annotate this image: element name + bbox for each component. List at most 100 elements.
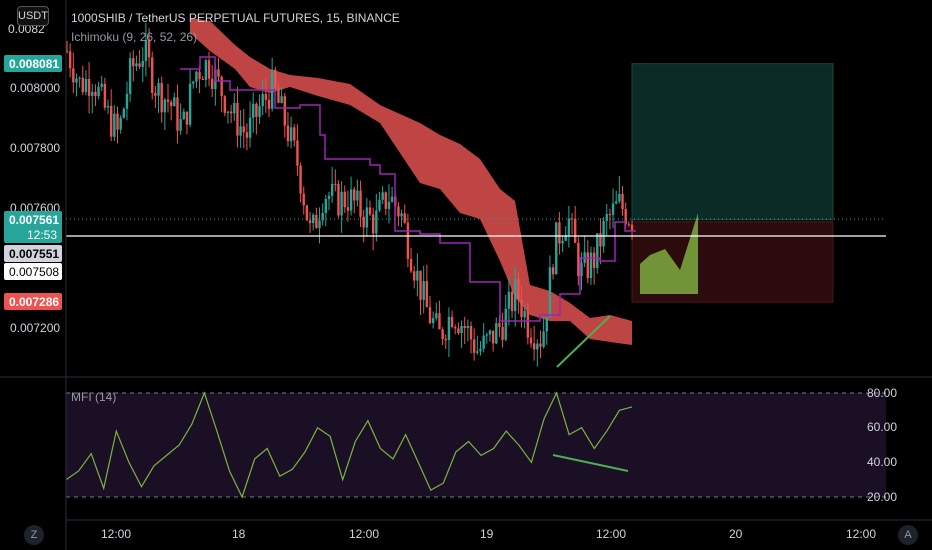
candle-body xyxy=(103,83,107,108)
candle-body xyxy=(365,207,369,228)
ichimoku-cloud xyxy=(190,18,698,345)
candle-body xyxy=(248,117,252,138)
current-price-text: 0.007561 xyxy=(9,213,59,227)
candle-body xyxy=(504,308,507,340)
candle-body xyxy=(384,192,387,209)
candle-body xyxy=(454,327,457,329)
candle-body xyxy=(97,86,100,97)
candle-body xyxy=(293,127,296,141)
candle-body xyxy=(125,93,129,109)
candle-body xyxy=(561,240,564,244)
candle-body xyxy=(441,329,444,340)
candle-body xyxy=(198,71,201,79)
candle-body xyxy=(261,93,264,107)
candle-body xyxy=(476,351,479,353)
candle-body xyxy=(602,220,605,247)
candle-body xyxy=(507,291,511,309)
ichimoku-label[interactable]: Ichimoku (9, 26, 52, 26) xyxy=(71,30,197,44)
zoom-button[interactable]: Z xyxy=(24,525,44,545)
candle-body xyxy=(359,190,362,217)
candle-body xyxy=(81,77,84,93)
candle-body xyxy=(479,348,482,352)
candle-body xyxy=(577,242,580,277)
candle-body xyxy=(157,83,160,96)
candle-body xyxy=(207,60,211,79)
candle-body xyxy=(163,99,167,113)
time-tick-3: 19 xyxy=(480,527,494,541)
candle-body xyxy=(68,51,72,69)
currency-button[interactable]: USDT xyxy=(17,6,49,26)
mfi-trendline xyxy=(552,454,629,472)
countdown-text: 12:53 xyxy=(27,228,57,242)
candle-body xyxy=(378,199,381,211)
candle-body xyxy=(113,113,116,137)
candle-body xyxy=(299,165,302,194)
candle-body xyxy=(611,203,615,215)
candle-body xyxy=(169,101,173,107)
candle-body xyxy=(368,207,372,215)
candle-body xyxy=(390,196,394,202)
candle-body xyxy=(425,281,429,308)
candle-body xyxy=(422,281,425,300)
candle-body xyxy=(608,214,612,216)
candle-body xyxy=(460,326,463,334)
mfi-tick-0: 80.00 xyxy=(867,386,897,400)
target-zone xyxy=(631,63,834,221)
auto-scale-button[interactable]: A xyxy=(898,525,918,545)
candle-body xyxy=(570,218,574,220)
candle-body xyxy=(409,258,413,272)
candle-body xyxy=(160,83,163,113)
mfi-panel xyxy=(65,391,886,499)
candle-body xyxy=(75,78,78,83)
candle-body xyxy=(106,105,110,108)
current-price-tag xyxy=(4,211,62,243)
candle-body xyxy=(84,78,88,93)
candle-body xyxy=(466,326,470,329)
candle-body xyxy=(72,68,75,83)
candle-body xyxy=(450,316,454,328)
candle-body xyxy=(154,92,157,96)
candle-body xyxy=(397,206,400,217)
mfi-tick-3: 20.00 xyxy=(867,490,897,504)
candle-body xyxy=(419,270,422,300)
candle-body xyxy=(258,106,261,117)
candle-body xyxy=(615,201,618,204)
candle-body xyxy=(514,279,517,311)
candle-body xyxy=(87,78,91,96)
candle-body xyxy=(580,262,583,277)
candle-body xyxy=(387,201,391,209)
candle-body xyxy=(495,323,498,344)
candle-body xyxy=(321,212,324,221)
candle-body xyxy=(501,326,504,340)
candle-body xyxy=(277,88,280,103)
candle-body xyxy=(510,291,514,311)
mfi-label[interactable]: MFI (14) xyxy=(71,390,116,404)
candle-body xyxy=(318,220,321,229)
price-tick-1: 0.007800 xyxy=(10,141,60,155)
stop-price-text: 0.007286 xyxy=(9,295,59,309)
candle-body xyxy=(280,96,283,103)
candle-body xyxy=(618,193,621,202)
candle-body xyxy=(151,57,154,93)
candle-body xyxy=(545,317,548,332)
candle-body xyxy=(239,126,242,136)
candle-body xyxy=(296,140,299,166)
candle-body xyxy=(141,61,144,67)
candle-body xyxy=(627,224,631,226)
candle-body xyxy=(109,105,113,137)
candle-body xyxy=(599,233,602,247)
candle-body xyxy=(463,326,466,329)
candle-body xyxy=(267,99,271,109)
candle-body xyxy=(472,339,476,353)
candle-body xyxy=(264,93,268,100)
candle-body xyxy=(630,224,634,231)
candle-body xyxy=(116,113,119,130)
line-price-text: 0.007551 xyxy=(9,247,59,261)
candle-body xyxy=(217,69,220,77)
candle-body xyxy=(229,111,233,114)
candle-body xyxy=(135,63,138,67)
mfi-band-fill xyxy=(66,393,886,497)
candle-body xyxy=(542,331,545,347)
candle-body xyxy=(147,39,151,58)
